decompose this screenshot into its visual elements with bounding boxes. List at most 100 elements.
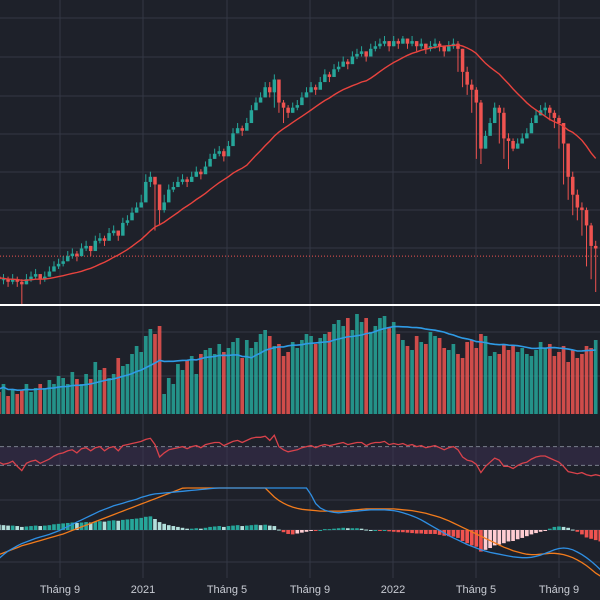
macd-hist-positive [203,527,208,530]
candle-down [364,51,368,57]
volume-bar-down [88,379,93,414]
rsi-pane[interactable] [0,433,600,477]
candle-up [231,133,235,147]
volume-bar-down [570,350,575,414]
volume-bar-up [300,340,304,414]
candle-up [29,276,33,280]
macd-hist-negative [396,530,401,533]
volume-bar-down [116,358,121,414]
volume-bar-up [258,334,263,414]
volume-bar-up [56,376,61,414]
macd-hist-positive [143,516,148,530]
macd-hist-negative [515,530,520,540]
x-tick-label: Tháng 9 [290,584,330,596]
candle-down [424,43,428,49]
volume-bar-down [497,354,502,414]
candle-up [318,82,322,90]
volume-bar-down [511,346,515,414]
macd-hist-negative [401,530,405,533]
candle-down [240,128,244,131]
candle-up [217,151,221,154]
candle-up [1,279,6,281]
macd-hist-positive [373,530,378,531]
macd-hist-positive [125,519,130,530]
candle-up [433,43,437,47]
macd-pane[interactable] [0,487,600,577]
macd-hist-negative [497,530,502,545]
macd-hist-positive [552,526,557,530]
macd-hist-positive [121,519,125,530]
macd-hist-positive [359,528,364,530]
rsi-line [0,433,600,477]
macd-hist-negative [437,530,442,535]
volume-bar-up [235,338,240,414]
macd-hist-positive [111,520,116,530]
volume-bar-up [47,380,52,414]
candle-up [33,274,38,277]
volume-bar-up [391,322,396,414]
macd-hist-negative [295,530,300,534]
macd-hist-positive [139,517,144,530]
candle-down [497,107,502,113]
macd-hist-negative [543,530,548,531]
candle-up [492,107,497,124]
macd-hist-positive [254,524,258,530]
volume-bar-up [543,348,548,414]
candle-up [309,87,313,93]
candle-up [515,143,520,149]
volume-bar-down [387,328,391,414]
candle-up [534,115,538,124]
candle-up [373,46,378,49]
volume-bar-up [162,394,166,414]
volume-bar-down [364,318,368,414]
volume-bar-down [580,354,584,414]
macd-hist-negative [309,530,313,531]
volume-bar-up [483,336,488,414]
volume-bar-up [378,318,382,414]
volume-bar-down [286,352,290,414]
macd-hist-positive [24,526,29,530]
volume-bar-up [180,370,185,414]
macd-hist-positive [20,526,24,530]
volume-bar-up [134,346,139,414]
volume-pane[interactable] [0,314,598,414]
volume-bar-up [61,378,65,414]
macd-hist-negative [456,530,460,538]
volume-bar-up [373,326,378,414]
macd-hist-negative [529,530,534,535]
macd-hist-negative [460,530,465,541]
macd-hist-positive [323,529,327,531]
macd-hist-negative [446,530,451,537]
macd-hist-negative [506,530,511,542]
volume-bar-up [194,374,199,414]
volume-bar-up [217,344,222,414]
macd-hist-negative [520,530,525,538]
candle-down [153,176,157,185]
volume-bar-up [29,392,33,414]
volume-bar-down [38,384,43,414]
price-pane[interactable] [0,36,600,306]
candle-down [387,41,391,47]
volume-bar-down [20,390,24,414]
volume-bar-down [589,348,593,414]
candle-up [447,46,451,52]
macd-hist-positive [75,522,79,530]
macd-hist-positive [56,523,61,530]
volume-bar-up [382,316,387,414]
candle-down [313,87,318,90]
volume-bar-up [33,388,38,414]
macd-hist-positive [355,528,359,530]
volume-bar-up [309,336,313,414]
macd-hist-positive [336,528,341,530]
candle-up [98,238,102,241]
volume-bar-up [295,348,300,414]
candle-down [185,179,189,182]
candle-up [355,53,359,57]
volume-bar-down [469,340,474,414]
candle-down [346,61,350,65]
candle-up [167,189,171,203]
volume-bar-up [249,348,254,414]
macd-hist-positive [277,529,281,531]
